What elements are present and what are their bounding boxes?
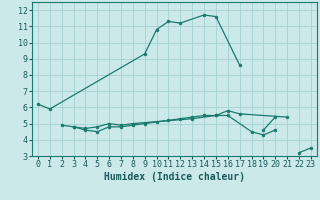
X-axis label: Humidex (Indice chaleur): Humidex (Indice chaleur) [104,172,245,182]
